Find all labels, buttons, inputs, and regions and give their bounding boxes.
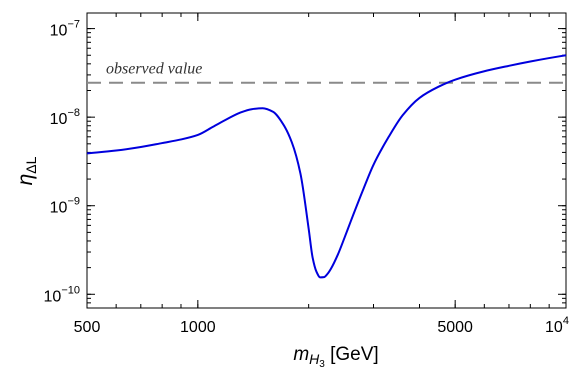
plot-frame [86,12,567,309]
y-axis-label: ηΔL [14,156,39,185]
x-tick-label: 104 [545,315,569,336]
y-tick-label: 10−9 [50,196,80,217]
x-tick-label: 1000 [180,319,216,336]
tick-group: 500 1000 5000 104 10−10 10−9 10−8 10−7 [44,13,569,336]
x-tick-label: 500 [74,319,101,336]
observed-value-label: observed value [106,61,202,78]
x-axis-label: mH3 [GeV] [293,344,378,367]
x-tick-label: 5000 [437,319,473,336]
y-tick-label: 10−10 [44,284,80,305]
y-tick-label: 10−8 [50,107,80,128]
series-line [86,54,567,279]
y-tick-label: 10−7 [50,19,80,40]
